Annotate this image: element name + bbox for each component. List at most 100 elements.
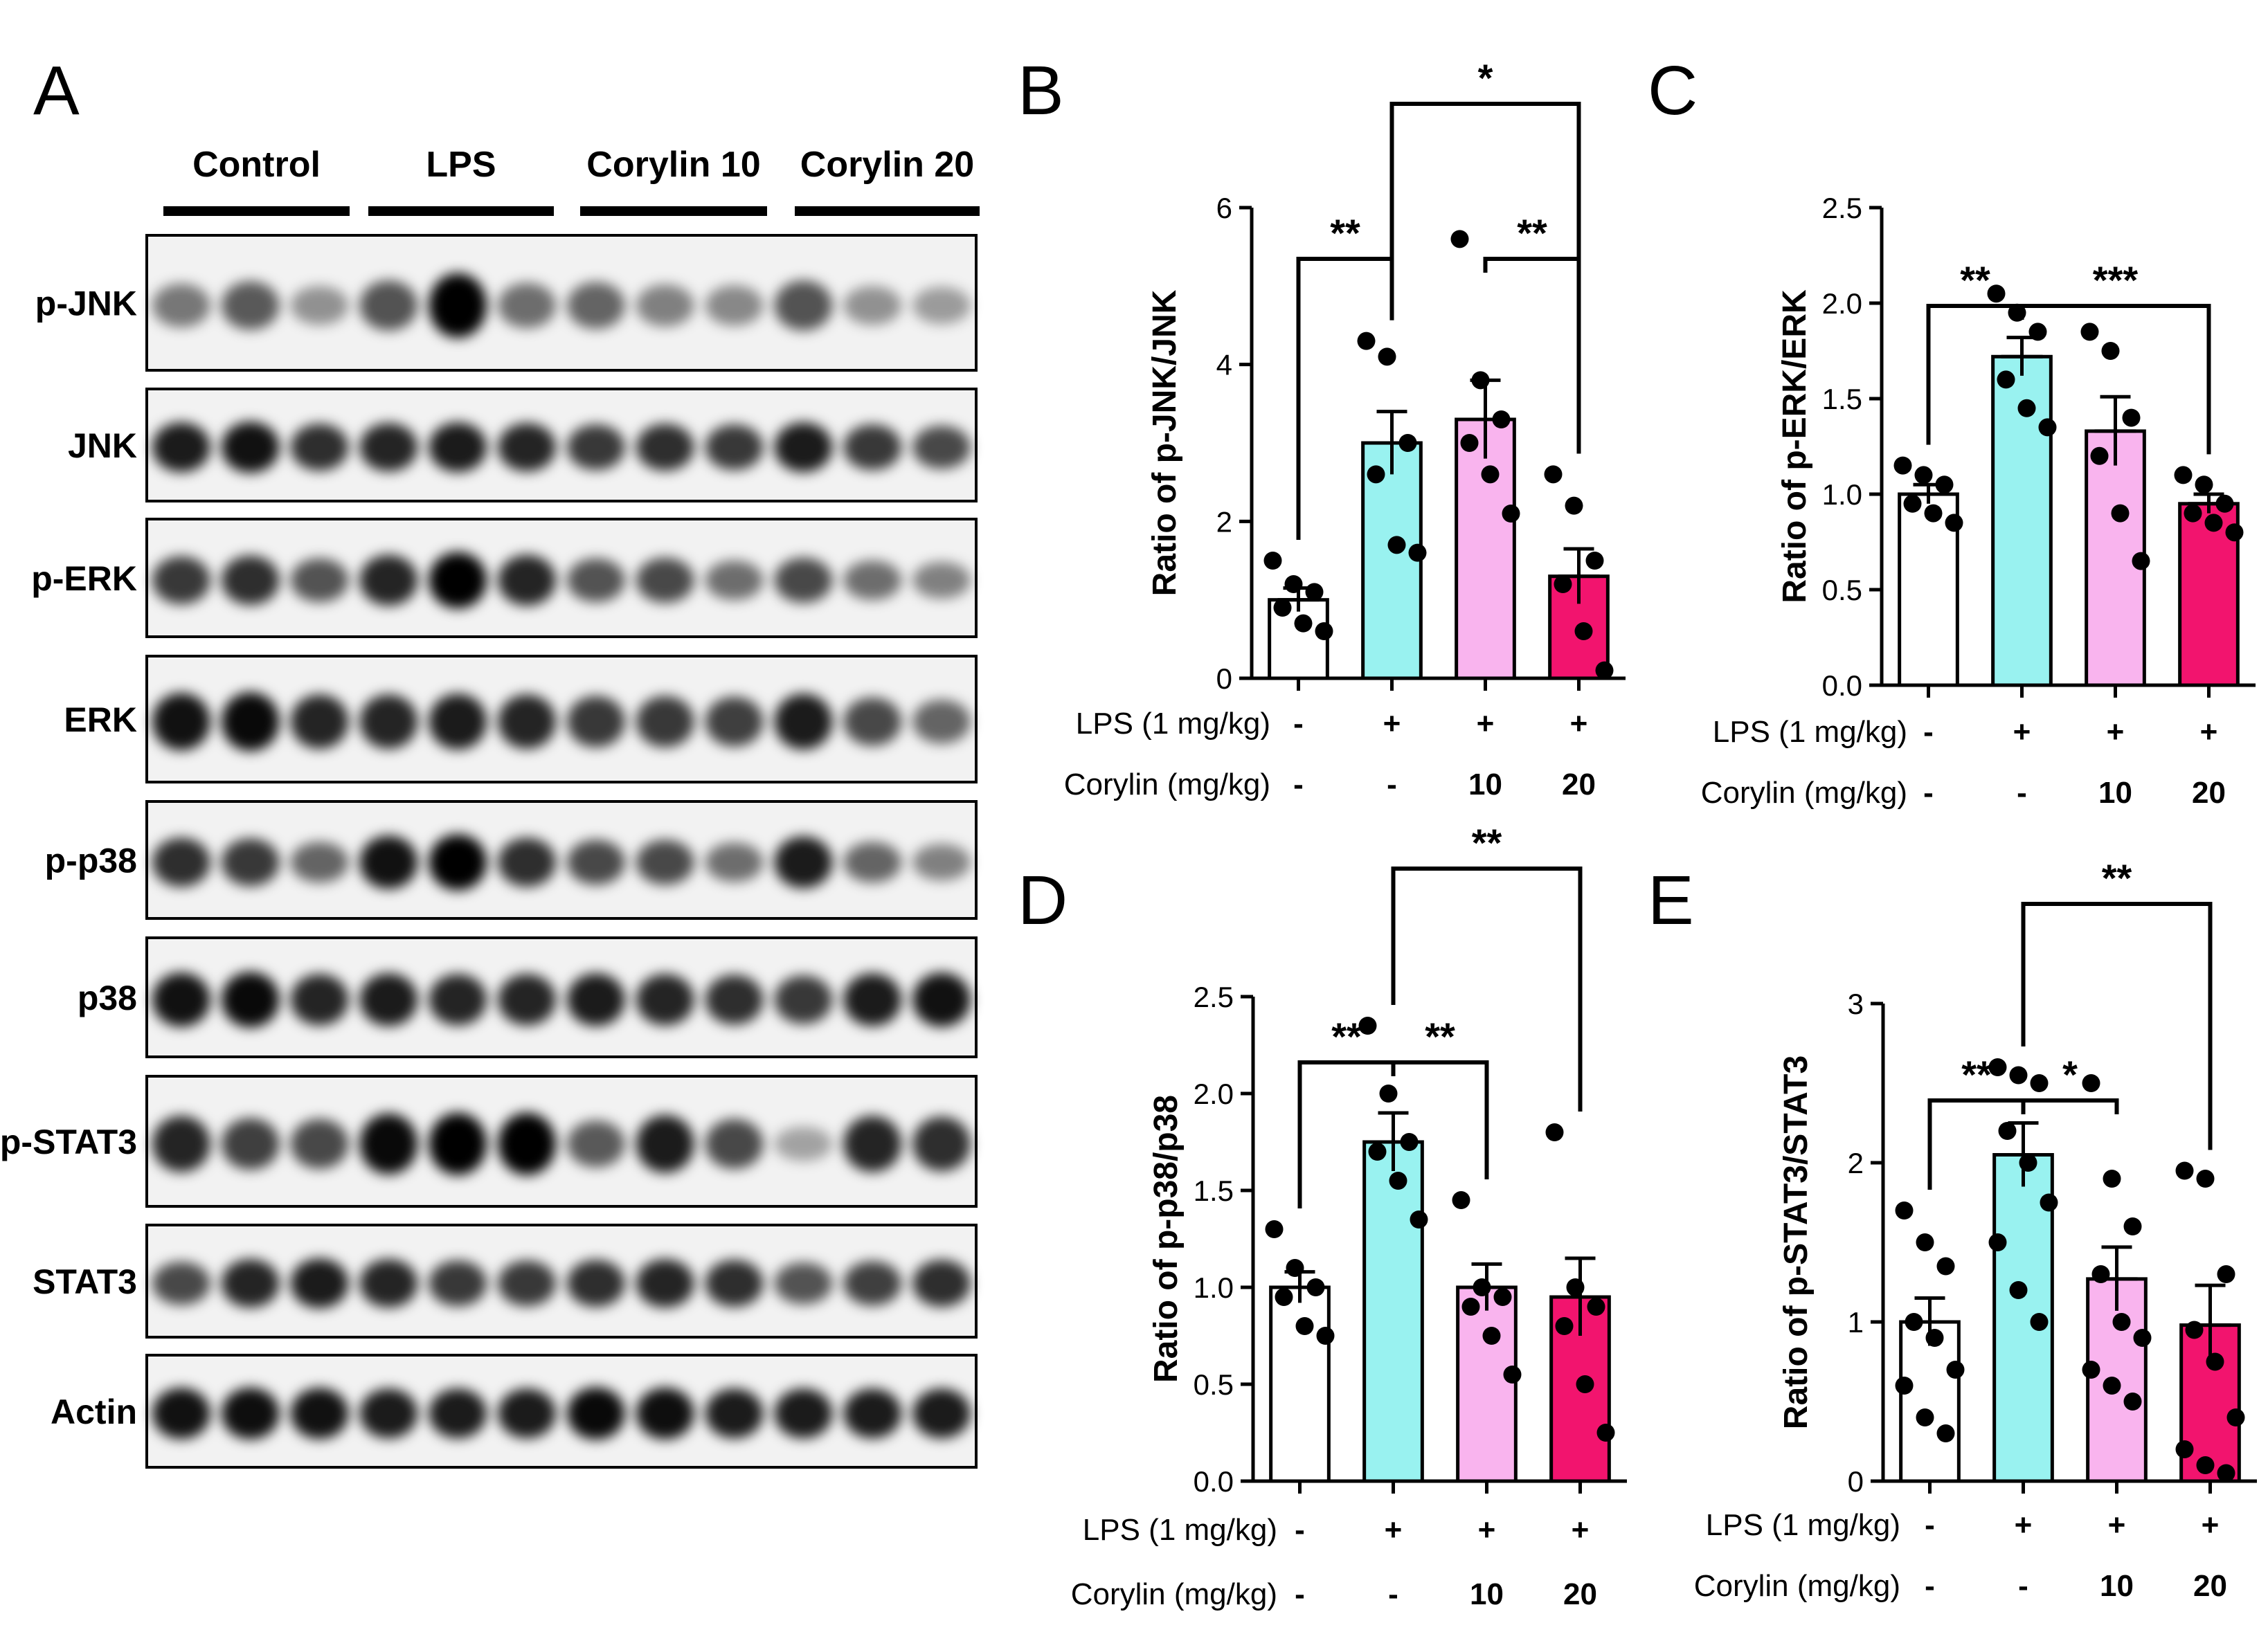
y-tick-label: 0 bbox=[1216, 662, 1232, 695]
blot-band bbox=[705, 696, 764, 747]
data-point bbox=[2038, 418, 2057, 437]
data-point bbox=[1998, 1122, 2017, 1140]
data-point bbox=[1916, 1408, 1934, 1426]
blot-band bbox=[152, 1388, 210, 1440]
data-point bbox=[1305, 583, 1324, 601]
blot-bands-stat3 bbox=[152, 1258, 971, 1309]
data-point bbox=[1925, 1329, 1944, 1347]
data-point bbox=[1460, 434, 1479, 452]
blot-band bbox=[359, 280, 418, 331]
data-point bbox=[2040, 1193, 2058, 1212]
condition-value: 20 bbox=[2192, 776, 2226, 810]
data-point bbox=[2123, 1393, 2142, 1411]
blot-label-p-stat3: p-STAT3 bbox=[0, 1123, 137, 1161]
data-point bbox=[2111, 504, 2130, 523]
blot-band bbox=[290, 424, 349, 471]
data-point bbox=[2133, 1329, 2152, 1347]
blot-band bbox=[843, 1116, 902, 1172]
data-point bbox=[1893, 456, 1912, 475]
blot-band bbox=[636, 1387, 694, 1440]
condition-value: - bbox=[2018, 1569, 2028, 1603]
blot-band bbox=[429, 422, 487, 473]
blot-label-erk: ERK bbox=[64, 700, 137, 739]
condition-label-lps-1-mg-kg: LPS (1 mg/kg) bbox=[1713, 715, 1907, 749]
panel-label-a: A bbox=[33, 52, 80, 129]
blot-band bbox=[636, 424, 694, 471]
data-point bbox=[1482, 1327, 1501, 1345]
data-point bbox=[2030, 1313, 2049, 1331]
y-tick-label: 1.0 bbox=[1822, 478, 1862, 511]
blot-band bbox=[566, 558, 625, 603]
data-point bbox=[1452, 1191, 1470, 1209]
data-point bbox=[2175, 1440, 2194, 1458]
chart-d: 0.0 0.5 1.0 1.5 2.0 2.5 Ratio of p-p38/p38 ** **… bbox=[1071, 821, 1627, 1611]
blot-bands-actin bbox=[152, 1387, 971, 1440]
data-point bbox=[2103, 1377, 2121, 1395]
condition-value: - bbox=[2017, 776, 2027, 810]
condition-value: + bbox=[1478, 1513, 1496, 1547]
data-point bbox=[2206, 1352, 2224, 1371]
blot-group-label-corylin-10: Corylin 10 bbox=[586, 145, 760, 185]
blot-row-actin: Actin bbox=[51, 1354, 978, 1469]
data-point bbox=[1895, 1377, 1914, 1395]
panel-label-d: D bbox=[1018, 862, 1068, 939]
blot-band bbox=[498, 554, 557, 606]
condition-value: + bbox=[2200, 715, 2218, 749]
data-point bbox=[2009, 1281, 2028, 1299]
condition-value: 10 bbox=[1470, 1577, 1504, 1611]
blot-band bbox=[152, 283, 210, 327]
condition-label-corylin-mg-kg: Corylin (mg/kg) bbox=[1064, 768, 1270, 801]
blot-band bbox=[152, 972, 210, 1027]
blot-band bbox=[498, 423, 557, 472]
blot-row-erk: ERK bbox=[64, 655, 978, 783]
blot-band bbox=[359, 423, 418, 472]
data-point bbox=[1566, 1278, 1585, 1296]
blot-label-jnk: JNK bbox=[68, 426, 137, 465]
blot-band bbox=[705, 1118, 764, 1169]
y-axis-label: Ratio of p-p38/p38 bbox=[1148, 1095, 1185, 1383]
blot-band bbox=[705, 285, 764, 326]
condition-value: 20 bbox=[1562, 768, 1596, 801]
blot-band bbox=[636, 974, 694, 1026]
blot-band bbox=[774, 1388, 833, 1439]
data-point bbox=[1914, 466, 1933, 484]
blot-label-p-erk: p-ERK bbox=[31, 559, 137, 598]
blot-group-label-corylin-20: Corylin 20 bbox=[800, 145, 974, 185]
blot-band bbox=[843, 697, 902, 746]
data-point bbox=[1378, 347, 1396, 366]
blot-band bbox=[566, 424, 625, 471]
data-point bbox=[1294, 614, 1313, 633]
data-point bbox=[1273, 599, 1292, 617]
significance-bracket bbox=[1389, 102, 1581, 454]
blot-band bbox=[359, 1113, 418, 1175]
blot-band bbox=[566, 1120, 625, 1168]
condition-value: - bbox=[1293, 707, 1304, 741]
data-point bbox=[1315, 622, 1333, 640]
blot-band bbox=[359, 1388, 418, 1439]
data-point bbox=[1916, 1233, 1934, 1251]
blot-bands-erk bbox=[152, 692, 971, 752]
data-point bbox=[1903, 494, 1922, 513]
blot-band bbox=[912, 1260, 971, 1307]
panel-label-e: E bbox=[1648, 862, 1694, 939]
data-point bbox=[1306, 1278, 1325, 1296]
blot-band bbox=[221, 1118, 280, 1170]
condition-value: - bbox=[1925, 1569, 1935, 1603]
condition-value: + bbox=[2108, 1508, 2126, 1542]
significance-label: * bbox=[2062, 1053, 2078, 1096]
y-tick-label: 1.0 bbox=[1194, 1271, 1234, 1304]
data-point bbox=[1936, 1257, 1955, 1276]
condition-value: - bbox=[1925, 1508, 1935, 1542]
y-tick-label: 0 bbox=[1848, 1465, 1864, 1498]
data-point bbox=[1265, 1220, 1284, 1238]
significance-bracket bbox=[1391, 867, 1583, 1112]
data-point bbox=[2132, 552, 2150, 570]
data-point bbox=[1284, 575, 1303, 593]
data-point bbox=[1400, 1133, 1419, 1151]
y-tick-label: 1 bbox=[1848, 1306, 1864, 1339]
blot-band bbox=[221, 1259, 280, 1308]
data-point bbox=[1988, 1233, 2007, 1251]
bar-2 bbox=[1362, 1140, 1424, 1483]
data-point bbox=[2174, 466, 2193, 484]
